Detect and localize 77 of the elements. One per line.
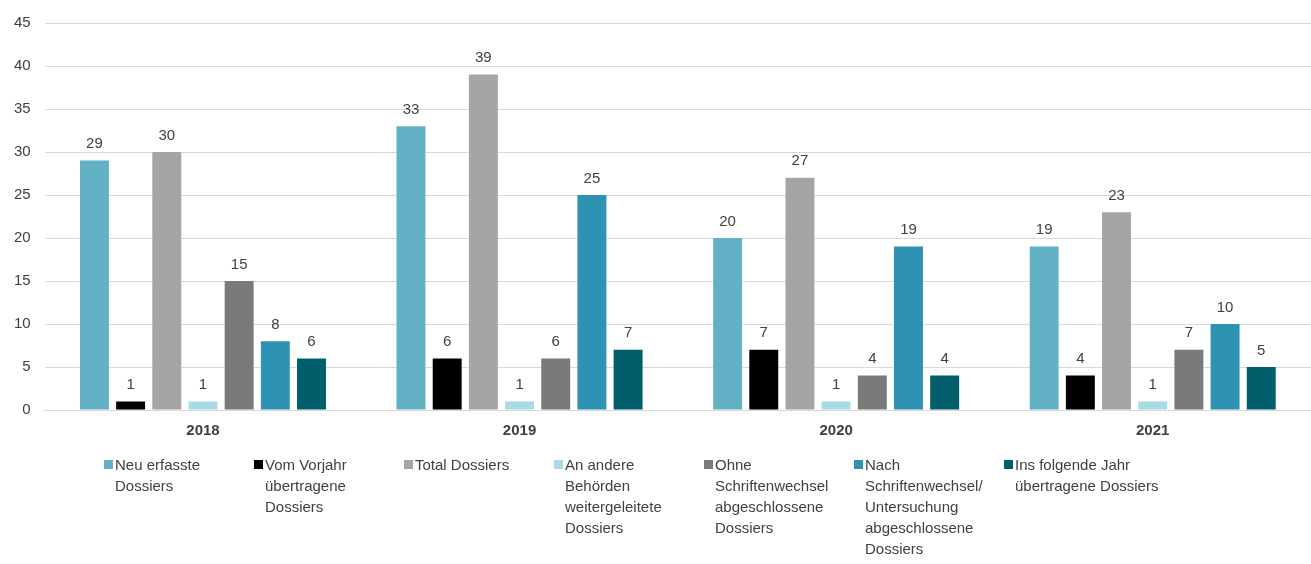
- bar: [749, 349, 779, 410]
- y-tick-label: 45: [14, 13, 31, 31]
- legend-label: Total Dossiers: [415, 455, 511, 475]
- data-label: 23: [1108, 185, 1125, 203]
- bar: [116, 401, 146, 410]
- bar: [1246, 367, 1276, 410]
- y-tick-label: 40: [14, 56, 31, 74]
- y-tick-label: 20: [14, 228, 31, 246]
- data-label: 19: [1035, 220, 1053, 238]
- x-tick-label: 2019: [502, 421, 537, 439]
- legend-label: Ohne Schriftenwechsel abgeschlossene Dossiers: [715, 455, 830, 538]
- legend-label: Neu erfasste Dossiers: [115, 455, 202, 496]
- bar: [432, 358, 462, 410]
- bar: [1102, 212, 1131, 410]
- bar: [857, 375, 887, 410]
- data-label: 1: [515, 375, 524, 393]
- legend-label: Vom Vorjahr übertragene Dossiers: [265, 455, 348, 517]
- y-tick-label: 35: [14, 99, 31, 117]
- x-tick-label: 2020: [819, 421, 853, 439]
- bar: [396, 126, 426, 410]
- data-label: 39: [475, 48, 492, 66]
- bar: [1065, 375, 1095, 410]
- bar: [613, 349, 643, 410]
- bar: [260, 341, 290, 410]
- bar: [224, 281, 254, 410]
- bar: [468, 74, 498, 410]
- bar: [894, 246, 923, 410]
- bar: [713, 238, 743, 410]
- data-label: 30: [158, 125, 176, 143]
- bar: [821, 401, 851, 410]
- data-label: 10: [1216, 297, 1234, 315]
- bar: [188, 401, 218, 410]
- x-tick-label: 2018: [186, 421, 220, 439]
- bar: [1210, 324, 1240, 410]
- data-label: 5: [1257, 340, 1266, 358]
- x-tick-label: 2021: [1136, 421, 1170, 439]
- data-label: 4: [868, 349, 877, 367]
- data-label: 7: [1184, 323, 1194, 341]
- bar: [930, 375, 960, 410]
- data-label: 1: [198, 375, 208, 393]
- bar: [79, 160, 109, 410]
- data-label: 6: [551, 332, 560, 350]
- data-label: 8: [271, 314, 280, 332]
- bar: [1174, 349, 1204, 410]
- data-label: 27: [791, 151, 809, 169]
- y-tick-label: 5: [22, 357, 31, 375]
- bar: [152, 152, 182, 410]
- data-label: 7: [623, 323, 633, 341]
- y-tick-label: 10: [14, 314, 31, 332]
- bar: [505, 401, 535, 410]
- data-label: 25: [583, 168, 601, 186]
- y-tick-label: 25: [14, 185, 31, 203]
- data-label: 4: [1076, 349, 1085, 367]
- bar: [1138, 401, 1168, 410]
- data-label: 7: [759, 323, 768, 341]
- bar: [785, 177, 815, 410]
- bar: [577, 195, 607, 410]
- data-label: 1: [126, 375, 135, 393]
- data-label: 29: [86, 134, 103, 152]
- y-tick-label: 0: [22, 400, 31, 418]
- data-label: 19: [900, 220, 917, 238]
- y-tick-label: 15: [14, 271, 31, 289]
- data-label: 15: [230, 254, 248, 272]
- legend-label: Ins folgende Jahr übertragene Dossiers: [1015, 455, 1160, 496]
- data-label: 20: [719, 211, 736, 229]
- data-label: 6: [307, 332, 316, 350]
- bar: [541, 358, 571, 410]
- data-label: 1: [831, 375, 841, 393]
- data-label: 4: [940, 349, 949, 367]
- data-label: 33: [402, 99, 420, 117]
- data-label: 6: [443, 332, 452, 350]
- bar: [297, 358, 326, 410]
- legend-label: An andere Behörden weitergeleitete Dossiers: [565, 455, 663, 538]
- legend-label: Nach Schriftenwechsel/Untersuchung abgeschlossene Dossiers: [865, 455, 983, 559]
- data-label: 1: [1148, 375, 1157, 393]
- y-tick-label: 30: [14, 142, 31, 160]
- bar: [1029, 246, 1059, 410]
